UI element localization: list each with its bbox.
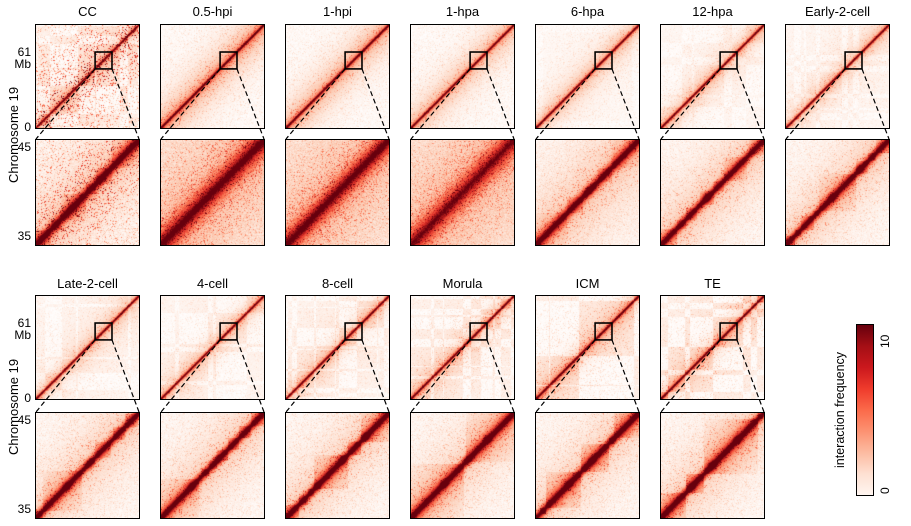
zoom-heatmap-canvas bbox=[161, 413, 264, 518]
overview-heatmap bbox=[410, 24, 515, 129]
colorbar-min-label: 0 bbox=[878, 487, 892, 494]
zoom-heatmap bbox=[410, 412, 515, 519]
stage-title: ICM bbox=[575, 276, 600, 291]
zoom-heatmap-canvas bbox=[161, 140, 264, 245]
overview-heatmap bbox=[285, 295, 390, 400]
overview-heatmap-canvas bbox=[661, 25, 764, 128]
zoom-heatmap bbox=[160, 412, 265, 519]
stage-title: CC bbox=[78, 4, 97, 19]
overview-heatmap-canvas bbox=[411, 296, 514, 399]
stage-title: 6-hpa bbox=[570, 4, 605, 19]
colorbar-max-label: 10 bbox=[878, 334, 892, 348]
row2-zoom-axis-min-label: 35 bbox=[17, 502, 31, 516]
zoom-heatmap bbox=[535, 139, 640, 246]
overview-heatmap bbox=[660, 295, 765, 400]
zoom-heatmap-canvas bbox=[286, 413, 389, 518]
overview-heatmap bbox=[535, 24, 640, 129]
zoom-heatmap-canvas bbox=[411, 140, 514, 245]
zoom-heatmap-canvas bbox=[536, 140, 639, 245]
zoom-heatmap bbox=[285, 412, 390, 519]
overview-heatmap-canvas bbox=[661, 296, 764, 399]
overview-heatmap bbox=[785, 24, 890, 129]
stage-title: 0.5-hpi bbox=[192, 4, 233, 19]
zoom-heatmap-canvas bbox=[36, 413, 139, 518]
stage-title: 1-hpa bbox=[445, 4, 480, 19]
zoom-heatmap bbox=[160, 139, 265, 246]
row2-zoom-axis-max-label: 45 bbox=[17, 413, 31, 427]
zoom-heatmap bbox=[785, 139, 890, 246]
row1-overview-axis-max-label: 61 Mb bbox=[14, 45, 31, 71]
overview-heatmap-canvas bbox=[536, 296, 639, 399]
zoom-heatmap-canvas bbox=[411, 413, 514, 518]
zoom-heatmap-canvas bbox=[786, 140, 889, 245]
zoom-heatmap bbox=[35, 139, 140, 246]
stage-title: Morula bbox=[442, 276, 483, 291]
zoom-heatmap bbox=[660, 139, 765, 246]
overview-heatmap-canvas bbox=[161, 25, 264, 128]
overview-heatmap bbox=[160, 295, 265, 400]
zoom-heatmap bbox=[410, 139, 515, 246]
overview-heatmap-canvas bbox=[36, 25, 139, 128]
overview-heatmap bbox=[35, 295, 140, 400]
overview-heatmap-canvas bbox=[286, 25, 389, 128]
row2-overview-axis-max-label: 61 Mb bbox=[14, 316, 31, 342]
stage-title: TE bbox=[704, 276, 721, 291]
overview-heatmap-canvas bbox=[161, 296, 264, 399]
overview-heatmap-canvas bbox=[36, 296, 139, 399]
zoom-heatmap bbox=[660, 412, 765, 519]
stage-title: Early-2-cell bbox=[804, 4, 870, 19]
row1-zoom-axis-max-label: 45 bbox=[17, 140, 31, 154]
colorbar-label: interaction frequency bbox=[833, 351, 847, 469]
overview-heatmap bbox=[285, 24, 390, 129]
zoom-heatmap-canvas bbox=[536, 413, 639, 518]
stage-title: 8-cell bbox=[321, 276, 354, 291]
overview-heatmap-canvas bbox=[411, 25, 514, 128]
zoom-heatmap bbox=[35, 412, 140, 519]
zoom-heatmap-canvas bbox=[661, 140, 764, 245]
stage-title: 1-hpi bbox=[323, 4, 352, 19]
row2-overview-axis-min-label: 0 bbox=[24, 391, 31, 405]
stage-title: Late-2-cell bbox=[57, 276, 118, 291]
zoom-heatmap bbox=[535, 412, 640, 519]
overview-heatmap bbox=[660, 24, 765, 129]
zoom-heatmap-canvas bbox=[286, 140, 389, 245]
zoom-heatmap bbox=[285, 139, 390, 246]
overview-heatmap-canvas bbox=[286, 296, 389, 399]
stage-title: 4-cell bbox=[196, 276, 229, 291]
row1-overview-axis-min-label: 0 bbox=[24, 120, 31, 134]
overview-heatmap-canvas bbox=[786, 25, 889, 128]
zoom-heatmap-canvas bbox=[36, 140, 139, 245]
zoom-heatmap-canvas bbox=[661, 413, 764, 518]
stage-title: 12-hpa bbox=[692, 4, 733, 19]
overview-heatmap-canvas bbox=[536, 25, 639, 128]
overview-heatmap bbox=[535, 295, 640, 400]
row1-zoom-axis-min-label: 35 bbox=[17, 229, 31, 243]
colorbar-gradient bbox=[856, 324, 874, 496]
overview-heatmap bbox=[160, 24, 265, 129]
overview-heatmap bbox=[35, 24, 140, 129]
overview-heatmap bbox=[410, 295, 515, 400]
